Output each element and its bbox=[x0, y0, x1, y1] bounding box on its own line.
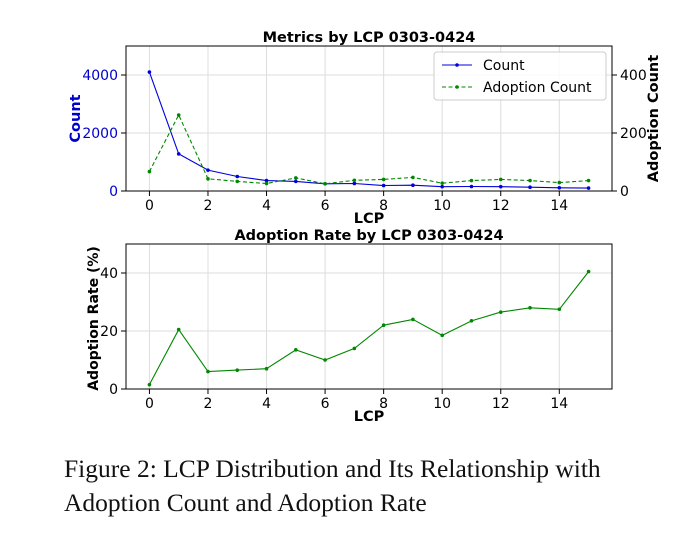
adoption-count-series-point bbox=[352, 178, 357, 183]
rate-xtick-label: 4 bbox=[262, 396, 271, 412]
count-axis-label: Count bbox=[68, 94, 84, 142]
adoption-count-series-point bbox=[440, 181, 444, 185]
metrics-xtick-label: 6 bbox=[321, 198, 330, 214]
adoption-rate-series-point bbox=[411, 317, 415, 322]
rate-xtick-label: 8 bbox=[379, 396, 388, 412]
metrics-plot-frame bbox=[125, 45, 613, 192]
metrics-xtick-label: 2 bbox=[204, 198, 213, 214]
adoption-count-series-point bbox=[411, 175, 415, 180]
figure: 0 2 4 6 8 10 12 14 LCP Metrics by LCP 0303-0424 0 2… bbox=[68, 30, 662, 425]
rate-xtick-label: 0 bbox=[145, 396, 154, 412]
count-series-point bbox=[352, 181, 357, 186]
adoption-count-series-point bbox=[528, 178, 532, 183]
adoption-count-series-point bbox=[323, 181, 327, 186]
metrics-title: Metrics by LCP 0303-0424 bbox=[263, 30, 476, 46]
rate-ytick-label: 40 bbox=[100, 266, 118, 282]
adoption-count-series-point bbox=[264, 181, 269, 186]
adoption-count-series-point bbox=[381, 177, 386, 182]
count-series-point bbox=[440, 184, 444, 189]
figure-caption: Figure 2: LCP Distribution and Its Relat… bbox=[64, 454, 601, 517]
legend-label: Count bbox=[483, 58, 525, 74]
adoption-rate-series-point bbox=[528, 306, 532, 310]
metrics-x-axis-label: LCP bbox=[354, 211, 385, 227]
rate-y-axis-label: Adoption Rate (%) bbox=[86, 246, 102, 391]
adoption-count-series-line bbox=[148, 113, 589, 185]
adoption-rate-series-point bbox=[381, 323, 386, 328]
adoption-rate-series-point bbox=[235, 368, 240, 372]
adoption-rate-series-point bbox=[264, 366, 269, 371]
rate-plot-frame bbox=[125, 243, 613, 390]
adoption-count-series-point bbox=[235, 179, 240, 184]
rate-x-axis-label: LCP bbox=[354, 409, 385, 425]
adoption-rate-series-point bbox=[352, 346, 357, 351]
adoption-count-series-point bbox=[586, 178, 591, 183]
adoption-count-series-point bbox=[469, 178, 474, 183]
metrics-legend-box bbox=[433, 51, 607, 101]
count-ytick-label: 4000 bbox=[82, 68, 118, 84]
count-series-point bbox=[206, 168, 210, 172]
legend-swatch-marker bbox=[455, 85, 459, 89]
legend-label: Adoption Count bbox=[483, 80, 592, 96]
legend-swatch-marker bbox=[455, 63, 459, 67]
adoption-rate-series-point bbox=[147, 382, 152, 387]
rate-xtick-label: 2 bbox=[204, 396, 213, 412]
rate-ytick-label: 20 bbox=[100, 324, 118, 340]
adoption-count-ytick-label: 200 bbox=[620, 126, 647, 142]
rate-xtick-label: 6 bbox=[321, 396, 330, 412]
metrics-xtick-label: 4 bbox=[262, 198, 271, 214]
rate-title: Adoption Rate by LCP 0303-0424 bbox=[234, 228, 503, 244]
adoption-rate-series-point bbox=[176, 327, 181, 332]
adoption-rate-series-point bbox=[469, 319, 474, 323]
rate-ytick-label: 0 bbox=[109, 382, 118, 398]
metrics-xtick-label: 10 bbox=[433, 198, 451, 214]
count-series-point bbox=[469, 184, 474, 189]
metrics-xtick-label: 0 bbox=[145, 198, 154, 214]
count-series-point bbox=[411, 183, 415, 187]
adoption-rate-series-line bbox=[148, 271, 590, 385]
metrics-xtick-label: 14 bbox=[550, 198, 568, 214]
rate-xtick-label: 12 bbox=[492, 396, 510, 412]
adoption-count-series-point bbox=[294, 176, 298, 180]
adoption-count-series-point bbox=[498, 177, 503, 182]
count-series-point bbox=[294, 179, 298, 184]
count-series-point bbox=[235, 174, 240, 179]
count-series-point bbox=[264, 178, 269, 183]
adoption-count-axis-label: Adoption Count bbox=[646, 55, 662, 182]
count-series-point bbox=[381, 183, 386, 188]
adoption-rate-series-point bbox=[294, 348, 298, 352]
adoption-rate-series-point bbox=[440, 333, 444, 338]
adoption-rate-series-point bbox=[586, 269, 591, 274]
metrics-xtick-label: 8 bbox=[379, 198, 388, 214]
adoption-count-series-point bbox=[557, 180, 562, 185]
adoption-count-ytick-label: 0 bbox=[620, 184, 629, 200]
count-series-line bbox=[148, 71, 589, 189]
adoption-count-series-point bbox=[176, 113, 181, 117]
count-series-point bbox=[557, 186, 562, 190]
adoption-count-ytick-label: 400 bbox=[620, 68, 647, 84]
adoption-count-series-point bbox=[206, 177, 210, 181]
adoption-rate-series-point bbox=[323, 358, 327, 362]
metrics-xtick-label: 12 bbox=[492, 198, 510, 214]
count-series-point bbox=[586, 186, 591, 190]
count-series-point bbox=[498, 184, 503, 189]
rate-xtick-label: 10 bbox=[433, 396, 451, 412]
count-series-point bbox=[528, 185, 532, 190]
count-series-point bbox=[176, 152, 181, 156]
adoption-rate-series-point bbox=[498, 310, 503, 314]
adoption-count-series-point bbox=[147, 169, 152, 174]
adoption-rate-series-point bbox=[557, 307, 562, 312]
count-series-point bbox=[147, 70, 152, 74]
count-ytick-label: 0 bbox=[109, 184, 118, 200]
adoption-rate-series-point bbox=[206, 369, 210, 374]
rate-xtick-label: 14 bbox=[550, 396, 568, 412]
count-ytick-label: 2000 bbox=[82, 126, 118, 142]
